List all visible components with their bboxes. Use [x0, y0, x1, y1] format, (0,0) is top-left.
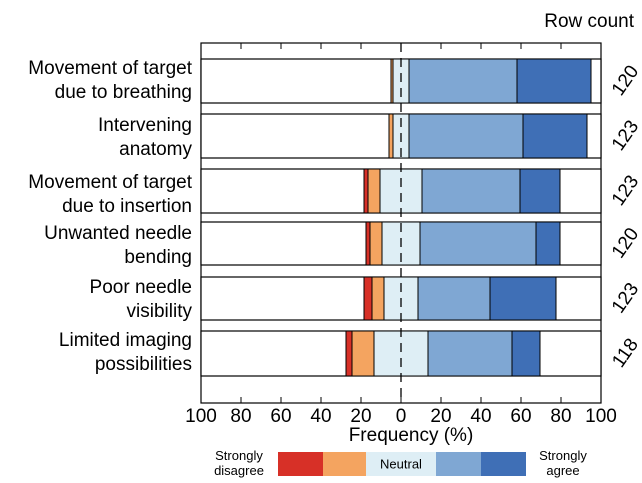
x-tick-label-10: 100	[585, 406, 617, 427]
x-tick-label-0: 100	[185, 406, 217, 427]
x-tick-label-3: 40	[310, 406, 331, 427]
category-label-anatomy: Intervening anatomy	[97, 115, 192, 160]
bar-segment-0-4	[516, 58, 592, 104]
bar-segment-3-3	[419, 221, 537, 266]
bar-segment-3-4	[535, 221, 561, 266]
x-tick-label-5: 0	[396, 406, 407, 427]
bar-segment-0-3	[408, 58, 518, 104]
row-count-3: 120	[608, 224, 642, 262]
row-count-2: 123	[608, 172, 642, 210]
x-tick-label-7: 40	[470, 406, 491, 427]
bar-segment-2-2	[379, 168, 423, 214]
x-tick-label-4: 20	[350, 406, 371, 427]
bar-segment-1-3	[408, 113, 524, 159]
bar-segment-4-4	[489, 276, 557, 321]
x-tick-label-1: 80	[230, 406, 251, 427]
bar-segment-5-2	[373, 330, 429, 377]
bar-segment-1-1	[388, 113, 394, 159]
category-label-bending: Unwanted needle bending	[44, 223, 192, 268]
x-tick-label-6: 20	[430, 406, 451, 427]
row-count-1: 123	[608, 117, 642, 155]
bar-segment-4-0	[363, 276, 373, 321]
bar-segment-2-1	[367, 168, 381, 214]
bar-segment-2-4	[519, 168, 561, 214]
row-count-header: Row count	[544, 11, 634, 32]
bar-segment-2-0	[363, 168, 369, 214]
legend-swatch-1	[323, 452, 366, 476]
bar-segment-5-1	[351, 330, 375, 377]
bar-segment-5-4	[511, 330, 541, 377]
legend-right-label: Strongly agree	[539, 448, 587, 478]
row-count-5: 118	[608, 335, 642, 372]
legend-neutral-label: Neutral	[380, 456, 422, 471]
x-axis-label: Frequency (%)	[349, 425, 474, 446]
bar-segment-5-0	[345, 330, 353, 377]
legend-left-label: Strongly disagree	[214, 448, 264, 478]
x-tick-label-8: 60	[510, 406, 531, 427]
bar-segment-1-4	[522, 113, 588, 159]
category-label-insertion: Movement of target due to insertion	[28, 172, 192, 217]
legend-swatch-3	[436, 452, 481, 476]
category-label-visibility: Poor needle visibility	[89, 277, 192, 322]
bar-segment-2-3	[421, 168, 521, 214]
row-count-0: 120	[608, 62, 642, 100]
bar-segment-3-0	[365, 221, 371, 266]
legend-swatch-2	[366, 452, 436, 476]
legend-swatch-0	[278, 452, 323, 476]
bar-segment-4-3	[417, 276, 491, 321]
category-label-breathing: Movement of target due to breathing	[28, 58, 192, 103]
x-tick-label-9: 80	[550, 406, 571, 427]
bar-segment-4-1	[371, 276, 385, 321]
category-label-imaging: Limited imaging possibilities	[58, 330, 192, 375]
bar-segment-5-3	[427, 330, 513, 377]
row-count-4: 123	[608, 279, 642, 317]
bar-segment-3-1	[369, 221, 383, 266]
legend-swatch-4	[481, 452, 526, 476]
x-tick-label-2: 60	[270, 406, 291, 427]
